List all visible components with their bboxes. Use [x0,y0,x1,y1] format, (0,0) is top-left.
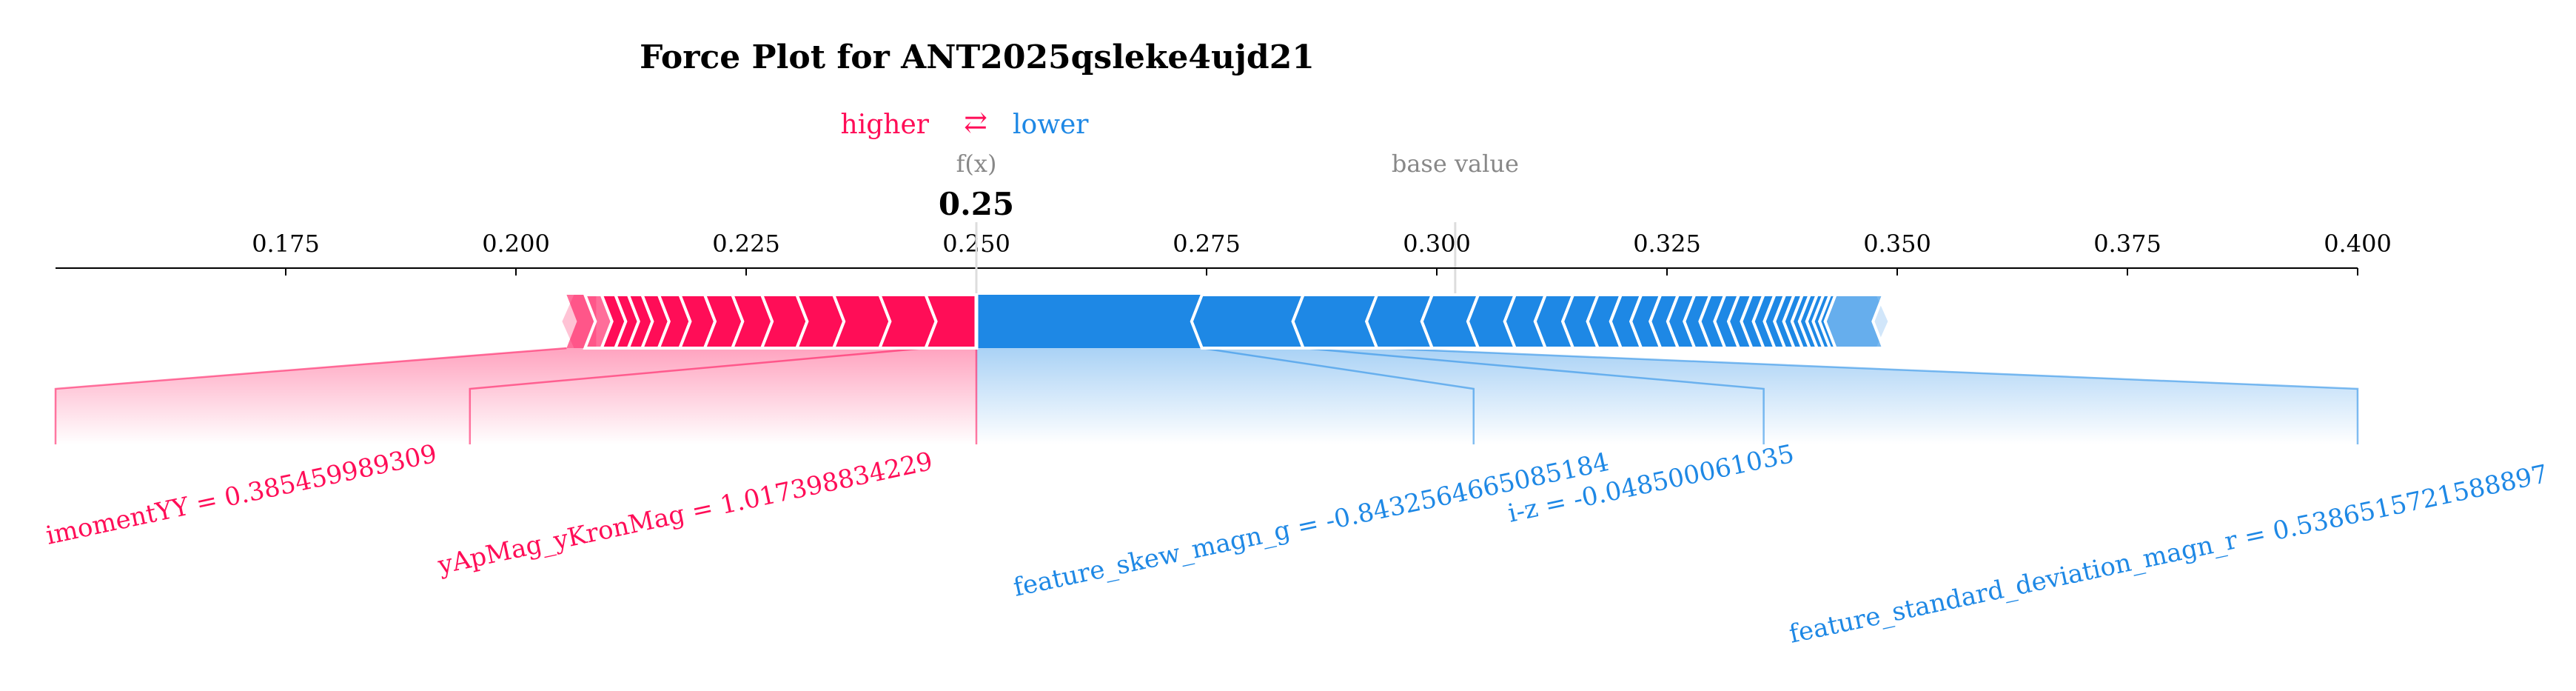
positive-link-fill [56,348,976,444]
legend-lower-label: lower [1013,110,1089,140]
negative-bar-segment [1823,293,1886,350]
fx-label: f(x) [956,150,997,178]
legend-arrow-icon: ⇄ [964,106,987,138]
x-tick-label: 0.275 [1173,230,1241,258]
positive-connector-line [54,347,567,444]
positive-feature-label: imomentYY = 0.385459989309 [44,439,440,551]
negative-bar-segment [1291,293,1380,350]
base-value-label: base value [1392,150,1519,178]
negative-bar-segment [976,295,1202,348]
negative-connector-line [1377,347,2359,444]
negative-connector-line [1303,347,1765,444]
x-tick-label: 0.225 [712,230,780,258]
negative-link-fill [976,348,2358,444]
positive-bar-segment [566,295,596,348]
x-tick-label: 0.200 [482,230,550,258]
x-tick-label: 0.175 [252,230,320,258]
negative-connector-line [1201,347,1475,444]
positive-bar-segment [923,293,978,350]
fx-value-label: 0.25 [939,186,1014,222]
negative-feature-label: feature_standard_deviation_magn_r = 0.53… [1787,459,2551,650]
x-tick-label: 0.300 [1403,230,1471,258]
legend-higher-label: higher [841,110,930,140]
x-tick-label: 0.325 [1633,230,1701,258]
positive-feature-label: yApMag_yKronMag = 1.017398834229 [435,447,935,581]
x-tick-label: 0.350 [1863,230,1931,258]
x-tick-label: 0.400 [2324,230,2392,258]
negative-bar-segment [1190,293,1306,350]
chart-title: Force Plot for ANT2025qsleke4ujd21 [640,39,1315,76]
x-tick-label: 0.375 [2093,230,2161,258]
positive-connector-line [469,347,926,444]
